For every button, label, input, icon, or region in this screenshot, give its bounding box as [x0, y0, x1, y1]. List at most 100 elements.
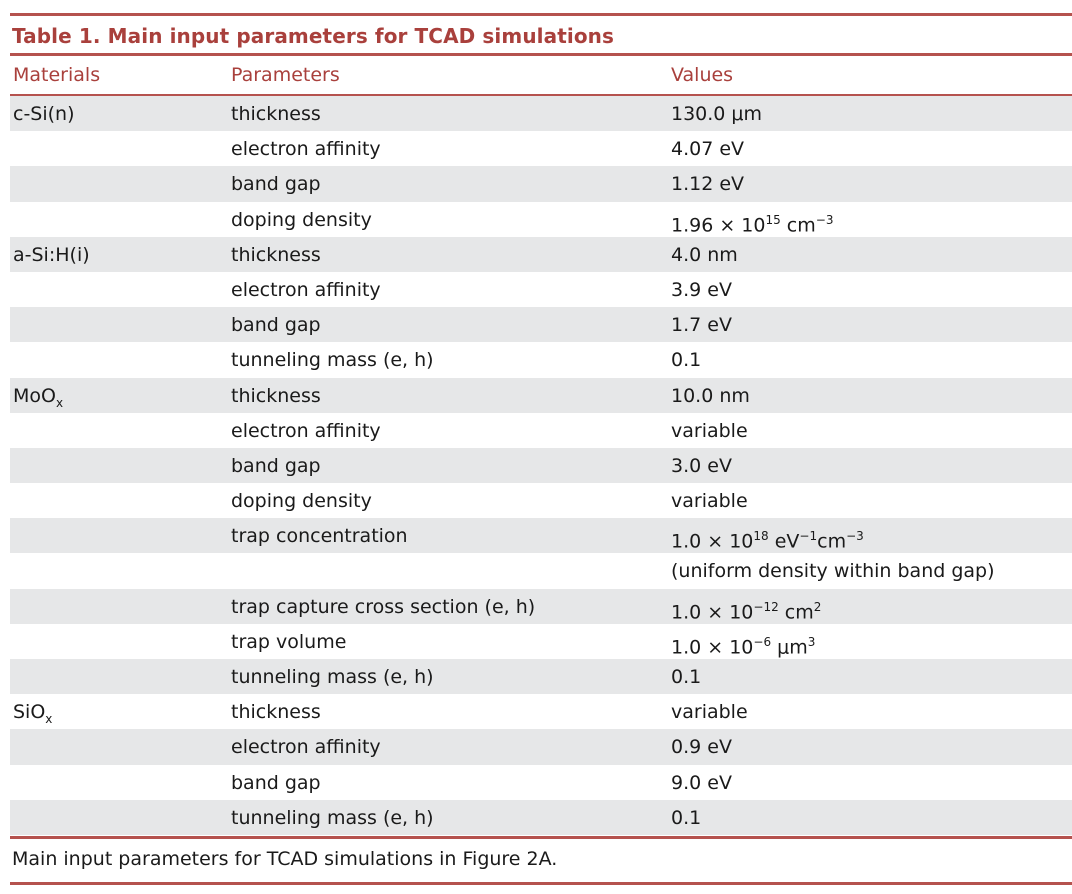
value-sup-text: 18 [753, 529, 769, 544]
table-row: electron affinity 0.9 eV [10, 729, 1072, 765]
value-text: 1.0 × 10 [671, 636, 754, 659]
parameter-cell: thickness [231, 243, 321, 266]
material-cell: SiOx [13, 700, 52, 731]
value-text: 10.0 nm [671, 384, 750, 407]
parameter-cell: trap capture cross section (e, h) [231, 595, 536, 618]
table-header: Materials Parameters Values [10, 58, 1072, 92]
value-cell: 9.0 eV [671, 771, 732, 795]
value-cell: 3.9 eV [671, 278, 732, 302]
parameter-cell: electron affinity [231, 736, 381, 759]
table-row: band gap 9.0 eV [10, 765, 1072, 800]
table-row: SiOx thickness variable [10, 694, 1072, 729]
header-rule [10, 94, 1072, 96]
value-text: 0.1 [671, 349, 702, 372]
parameter-cell: band gap [231, 454, 321, 477]
table-row: band gap 1.12 eV [10, 166, 1072, 202]
material-cell: c-Si(n) [13, 102, 75, 126]
material-cell: a-Si:H(i) [13, 243, 90, 267]
value-cell: 0.1 [671, 348, 701, 372]
table-row: electron affinity 3.9 eV [10, 272, 1072, 307]
end-rule [10, 882, 1072, 885]
value-cell: 130.0 μm [671, 102, 762, 126]
value-cell: 1.12 eV [671, 172, 744, 196]
value-cell: 4.0 nm [671, 243, 738, 267]
value-cell: 0.1 [671, 665, 701, 689]
value-cell: 3.0 eV [671, 454, 732, 478]
bottom-rule [10, 836, 1072, 839]
value-text: 4.07 eV [671, 138, 745, 161]
parameter-cell: tunneling mass (e, h) [231, 666, 434, 688]
table-row: doping density 1.96 × 1015 cm−3 [10, 202, 1072, 237]
value-text: 0.9 eV [671, 736, 732, 759]
table-row: trap volume 1.0 × 10−6 μm3 [10, 624, 1072, 659]
table-footnote: Main input parameters for TCAD simulatio… [12, 848, 558, 870]
value-cell: (uniform density within band gap) [671, 559, 995, 583]
value-sup2-text: 2 [813, 599, 822, 614]
caption-rule [10, 53, 1072, 56]
header-parameters: Parameters [231, 64, 340, 86]
table-row: tunneling mass (e, h) 0.1 [10, 799, 1072, 835]
header-values: Values [671, 64, 734, 86]
table-row: doping density variable [10, 483, 1072, 518]
value-text: variable [671, 701, 748, 724]
value-sup-text: −6 [753, 634, 772, 649]
value-text: 3.9 eV [671, 278, 732, 301]
value-cell: variable [671, 489, 748, 513]
value-cell: variable [671, 700, 748, 724]
table-row: electron affinity 4.07 eV [10, 131, 1072, 166]
value-text: (uniform density within band gap) [671, 560, 995, 583]
value-text: variable [671, 419, 748, 442]
parameter-cell: electron affinity [231, 138, 381, 161]
parameter-cell: band gap [231, 771, 321, 794]
material-text: SiO [13, 701, 46, 724]
value-cell: 10.0 nm [671, 384, 750, 408]
parameter-cell: trap volume [231, 630, 347, 653]
value-tail-text: cm [780, 213, 816, 236]
value-cell: 4.07 eV [671, 137, 744, 161]
value-text: 0.1 [671, 666, 702, 688]
top-rule [10, 13, 1072, 16]
table-caption: Table 1. Main input parameters for TCAD … [12, 24, 615, 48]
parameter-cell: electron affinity [231, 419, 381, 442]
parameter-cell: thickness [231, 103, 321, 125]
parameter-cell: band gap [231, 314, 321, 337]
table-row: trap capture cross section (e, h) 1.0 × 1… [10, 588, 1072, 624]
parameter-cell: thickness [231, 701, 321, 724]
value-cell: 0.1 [671, 806, 701, 830]
material-subscript: x [55, 395, 64, 410]
table-row: c-Si(n) thickness 130.0 μm [10, 96, 1072, 132]
table-row: MoOx thickness 10.0 nm [10, 377, 1072, 413]
value-text: 1.12 eV [671, 173, 745, 196]
material-text: MoO [13, 384, 56, 407]
value-text: 1.0 × 10 [671, 530, 754, 553]
value-sup2-text: −3 [815, 212, 834, 227]
table-row: trap concentration 1.0 × 1018 eV−1cm−3 [10, 518, 1072, 554]
header-materials: Materials [13, 64, 101, 86]
parameter-cell: tunneling mass (e, h) [231, 349, 434, 372]
value-tail2-text: cm [817, 530, 847, 553]
value-text: variable [671, 490, 748, 513]
parameter-cell: band gap [231, 173, 321, 196]
value-cell: variable [671, 419, 748, 443]
value-tail-text: μm [771, 636, 808, 659]
value-sup-text: 15 [765, 212, 781, 227]
value-cell: 1.0 × 10−6 μm3 [671, 630, 815, 659]
value-tail-text: cm [778, 600, 814, 623]
value-sup3-text: −3 [846, 529, 864, 544]
material-text: c-Si(n) [13, 103, 75, 125]
material-text: a-Si:H(i) [13, 243, 90, 266]
value-sup2-text: 3 [807, 634, 816, 649]
parameter-cell: thickness [231, 384, 321, 407]
value-sup2-text: −1 [799, 529, 818, 544]
table-row: tunneling mass (e, h) 0.1 [10, 659, 1072, 695]
parameter-cell: trap concentration [231, 525, 408, 548]
value-cell: 1.7 eV [671, 313, 732, 337]
value-text: 0.1 [671, 806, 702, 829]
parameter-cell: doping density [231, 490, 372, 513]
material-subscript: x [45, 711, 53, 726]
value-sup-text: −12 [753, 599, 779, 614]
table-row: (uniform density within band gap) [10, 553, 1072, 588]
parameter-cell: doping density [231, 208, 372, 231]
value-cell: 0.9 eV [671, 735, 732, 759]
table-row: a-Si:H(i) thickness 4.0 nm [10, 236, 1072, 272]
